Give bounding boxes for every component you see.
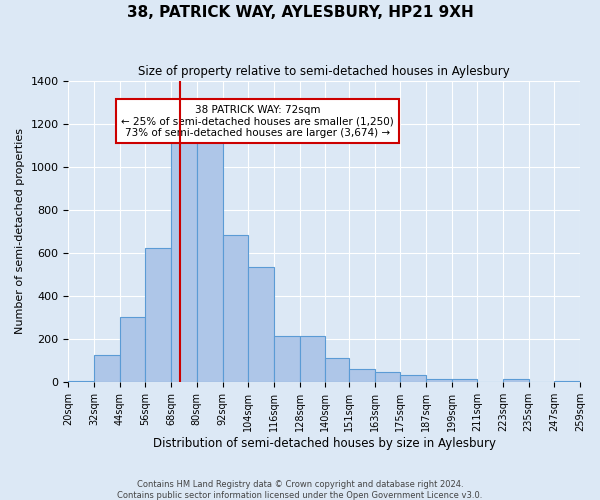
Bar	[374, 372, 400, 382]
Text: Contains HM Land Registry data © Crown copyright and database right 2024.
Contai: Contains HM Land Registry data © Crown c…	[118, 480, 482, 500]
Bar	[197, 131, 223, 382]
Bar	[94, 356, 120, 382]
Text: 38 PATRICK WAY: 72sqm
← 25% of semi-detached houses are smaller (1,250)
73% of s: 38 PATRICK WAY: 72sqm ← 25% of semi-deta…	[121, 104, 394, 138]
Bar	[274, 336, 299, 382]
Bar	[171, 136, 197, 382]
Bar	[248, 267, 274, 382]
Bar	[120, 316, 145, 382]
X-axis label: Distribution of semi-detached houses by size in Aylesbury: Distribution of semi-detached houses by …	[153, 437, 496, 450]
Bar	[299, 336, 325, 382]
Bar	[223, 234, 248, 382]
Bar	[349, 370, 374, 382]
Bar	[400, 375, 426, 382]
Bar	[325, 358, 349, 382]
Bar	[503, 379, 529, 382]
Title: Size of property relative to semi-detached houses in Aylesbury: Size of property relative to semi-detach…	[139, 65, 510, 78]
Y-axis label: Number of semi-detached properties: Number of semi-detached properties	[15, 128, 25, 334]
Bar	[452, 379, 477, 382]
Text: 38, PATRICK WAY, AYLESBURY, HP21 9XH: 38, PATRICK WAY, AYLESBURY, HP21 9XH	[127, 5, 473, 20]
Bar	[426, 379, 452, 382]
Bar	[145, 248, 171, 382]
